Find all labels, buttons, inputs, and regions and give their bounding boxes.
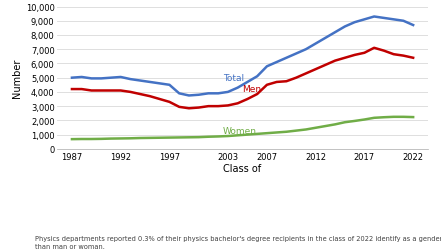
Y-axis label: Number: Number bbox=[11, 59, 22, 98]
Text: Total: Total bbox=[223, 74, 244, 82]
Text: Men: Men bbox=[243, 85, 262, 94]
X-axis label: Class of: Class of bbox=[224, 164, 262, 174]
Text: Physics departments reported 0.3% of their physics bachelor's degree recipients : Physics departments reported 0.3% of the… bbox=[35, 235, 441, 249]
Text: Women: Women bbox=[223, 127, 257, 136]
